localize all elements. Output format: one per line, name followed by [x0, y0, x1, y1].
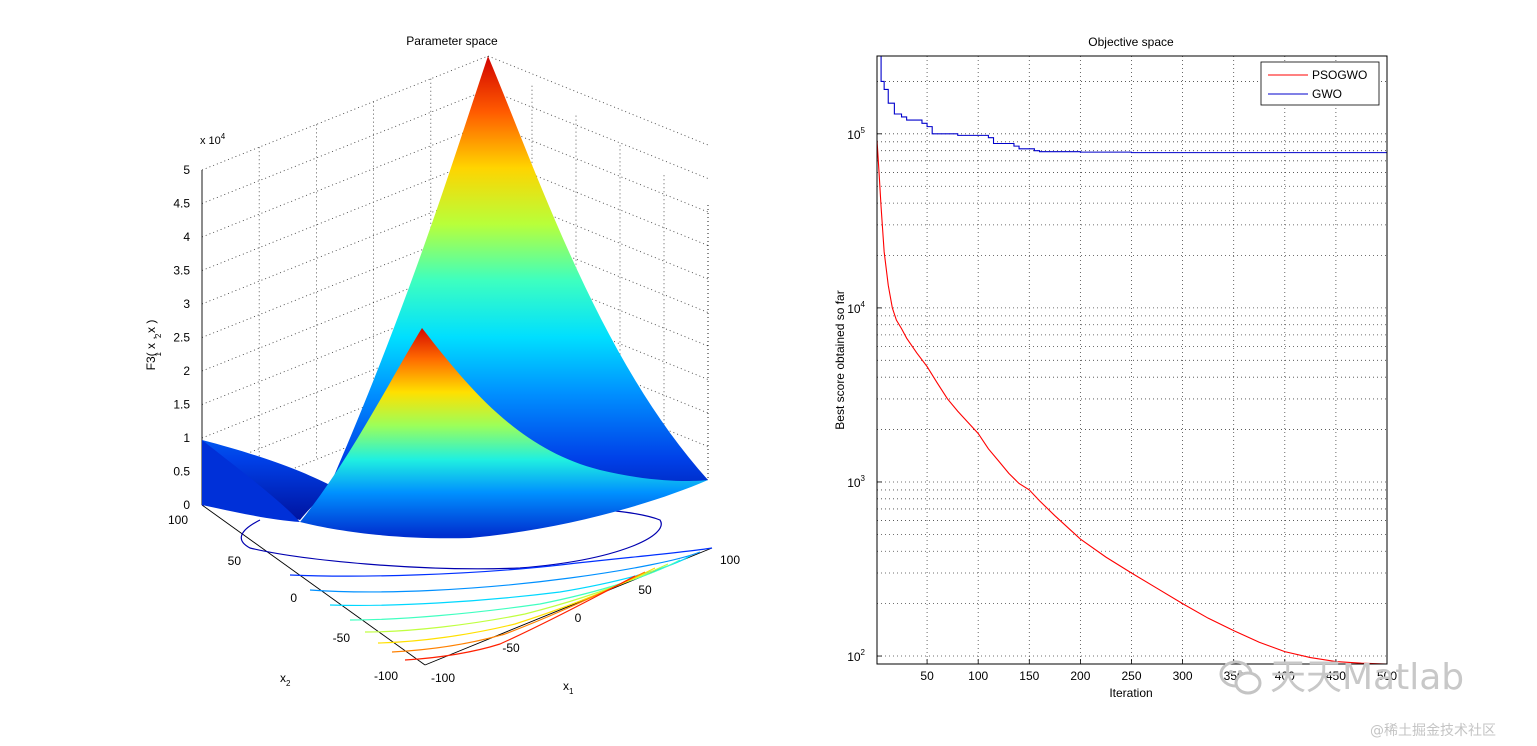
contour-line	[309, 551, 701, 593]
wechat-icon	[1219, 660, 1262, 695]
x-tick-label: 50	[638, 583, 652, 597]
x-tick-labels: -100 -50 0 50 100	[431, 553, 740, 685]
surface-front-sheet	[300, 328, 708, 539]
watermark-logo-text: 天天Matlab	[1270, 657, 1465, 698]
surface-mesh	[202, 56, 708, 539]
x-axis-label: x1	[563, 679, 574, 696]
surface-plot: Parameter space	[144, 34, 740, 696]
contour-line	[329, 555, 691, 607]
surface-left-fold	[202, 440, 300, 522]
z-axis-label-subscripts: 12	[154, 333, 163, 356]
x-tick-label: 300	[1173, 669, 1193, 683]
z-axis-label: F3( x , x )	[144, 320, 158, 371]
x-axis-label: Iteration	[1109, 686, 1152, 700]
contour-line	[377, 567, 656, 644]
x-tick-label: 200	[1070, 669, 1090, 683]
plot-frame	[876, 55, 1388, 665]
z-gridline	[201, 156, 489, 271]
series-line-gwo	[879, 55, 1387, 154]
x-tick-label: 0	[575, 611, 582, 625]
y-tick-label: -100	[374, 669, 398, 683]
z-tick-labels: 0 0.5 1 1.5 2 2.5 3 3.5 4 4.5 5	[173, 163, 190, 512]
surface-title: Parameter space	[406, 34, 498, 48]
x-tick-label: 100	[968, 669, 988, 683]
y-axis-label: x2	[280, 671, 291, 688]
z-tick-label: 3.5	[173, 264, 190, 278]
z-tick-label: 4.5	[173, 197, 190, 211]
z-tick-label: 2	[183, 364, 190, 378]
y-tick-labels: 102 103 104 105	[847, 126, 882, 664]
x-tick-label: 150	[1019, 669, 1039, 683]
z-tick-label: 0.5	[173, 465, 190, 479]
z-gridline	[201, 55, 489, 171]
y-tick-label: 100	[168, 513, 188, 527]
y-tick-labels: -100 -50 0 50 100	[168, 513, 398, 683]
z-tick-label: 3	[183, 297, 190, 311]
z-tick-label: 0	[183, 498, 190, 512]
y-tick-label: 50	[228, 554, 242, 568]
y-tick-label: 102	[847, 648, 865, 664]
y-tick-label: 105	[847, 126, 865, 142]
legend: PSOGWO GWO	[1260, 61, 1380, 106]
contour-line	[404, 575, 636, 661]
y-tick-label: -50	[333, 631, 351, 645]
z-tick-label: 5	[183, 163, 190, 177]
x-tick-label: 450	[1326, 669, 1346, 683]
z-tick-label: 1.5	[173, 398, 190, 412]
x-tick-label: 400	[1275, 669, 1295, 683]
y-axis-label: Best score obtained so far	[833, 290, 847, 429]
x-tick-label: 500	[1377, 669, 1397, 683]
watermark-credit: @稀土掘金技术社区	[1370, 723, 1496, 739]
z-gridline	[201, 89, 489, 204]
y-tick-label: 0	[290, 591, 297, 605]
legend-box	[1260, 61, 1380, 106]
z-gridline	[487, 55, 709, 146]
legend-label-gwo: GWO	[1312, 87, 1342, 101]
line-title: Objective space	[1088, 35, 1174, 49]
line-series	[876, 55, 1388, 665]
contour-line	[289, 547, 713, 577]
contour-line	[349, 559, 681, 621]
surface-back-sheet	[202, 56, 708, 520]
x-tick-label: 50	[920, 669, 934, 683]
floor-contours	[201, 500, 713, 661]
z-tick-label: 4	[183, 230, 190, 244]
z-gridline	[201, 122, 489, 238]
legend-label-psogwo: PSOGWO	[1312, 68, 1367, 82]
z-exponent: x 104	[200, 132, 226, 147]
contour-line	[364, 563, 669, 633]
x-tick-label: -100	[431, 671, 455, 685]
y-tick-label: 104	[847, 300, 865, 316]
line-plot: Objective space 50 100 150 200 250 300 350 400 4…	[833, 35, 1397, 700]
x-tick-label: 100	[720, 553, 740, 567]
watermark-logo: 天天Matlab	[1218, 656, 1528, 702]
z-tick-label: 2.5	[173, 331, 190, 345]
y-tick-label: 103	[847, 474, 865, 490]
z-tick-label: 1	[183, 431, 190, 445]
series-line-psogwo	[876, 140, 1388, 665]
contour-line	[391, 571, 646, 653]
x-tick-label: 250	[1121, 669, 1141, 683]
x-tick-label: -50	[502, 641, 520, 655]
